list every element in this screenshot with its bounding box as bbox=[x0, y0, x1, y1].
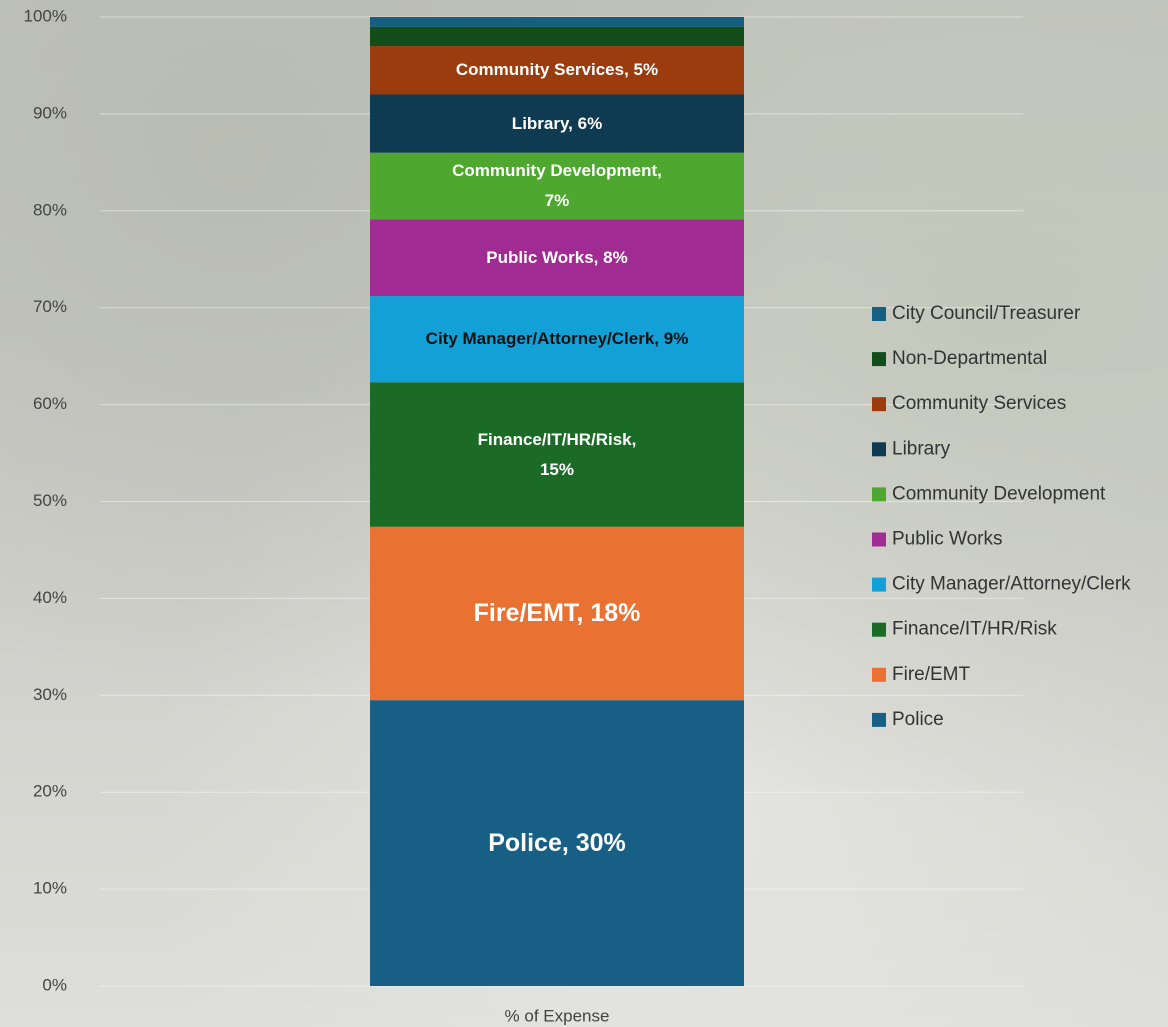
bar-segment bbox=[370, 526, 744, 701]
data-label: Finance/IT/HR/Risk, 15% bbox=[477, 429, 637, 479]
y-tick-label: 100% bbox=[24, 6, 67, 25]
bar-segment bbox=[370, 296, 744, 383]
legend-label: Non-Departmental bbox=[892, 348, 1047, 369]
y-tick-label: 20% bbox=[33, 782, 67, 801]
legend-swatch bbox=[872, 532, 886, 547]
legend-swatch bbox=[872, 307, 886, 321]
legend-label: Police bbox=[892, 709, 944, 730]
x-tick-label: % of Expense bbox=[505, 1006, 610, 1025]
legend-swatch bbox=[872, 667, 886, 682]
data-label: Library, 6% bbox=[511, 113, 603, 133]
y-tick-label: 0% bbox=[42, 975, 67, 994]
legend-label: Community Development bbox=[892, 483, 1106, 504]
legend-swatch bbox=[872, 577, 886, 592]
legend-label: Finance/IT/HR/Risk bbox=[892, 619, 1057, 640]
legend-swatch bbox=[872, 442, 886, 457]
bar-segment bbox=[370, 46, 744, 95]
bar-segment bbox=[370, 17, 744, 27]
data-label: Public Works, 8% bbox=[486, 247, 628, 267]
y-tick-label: 10% bbox=[33, 879, 67, 898]
legend-label: City Council/Treasurer bbox=[892, 303, 1081, 324]
bar-segment bbox=[370, 94, 744, 153]
legend-label: Public Works bbox=[892, 529, 1003, 550]
data-label: City Manager/Attorney/Clerk, 9% bbox=[425, 329, 689, 349]
data-label: Police, 30% bbox=[488, 829, 626, 858]
bar-segment bbox=[370, 152, 744, 220]
y-tick-label: 30% bbox=[33, 685, 67, 704]
legend-label: Library bbox=[892, 438, 951, 459]
data-label: Fire/EMT, 18% bbox=[473, 599, 641, 628]
legend-swatch bbox=[872, 712, 886, 727]
bar-segment bbox=[370, 382, 744, 527]
data-label: Community Services, 5% bbox=[455, 60, 659, 80]
y-tick-label: 70% bbox=[33, 297, 67, 316]
legend-swatch bbox=[872, 622, 886, 637]
y-tick-label: 80% bbox=[33, 200, 67, 219]
y-tick-label: 40% bbox=[33, 588, 67, 607]
y-tick-label: 90% bbox=[33, 103, 67, 122]
legend-label: Community Services bbox=[892, 393, 1066, 414]
y-tick-label: 50% bbox=[33, 491, 67, 510]
legend-label: City Manager/Attorney/Clerk bbox=[892, 574, 1131, 595]
y-tick-label: 60% bbox=[33, 394, 67, 413]
legend-label: Fire/EMT bbox=[892, 664, 971, 685]
bar-segment bbox=[370, 219, 744, 297]
legend-swatch bbox=[872, 352, 886, 367]
legend-swatch bbox=[872, 397, 886, 412]
data-label: Community Development, 7% bbox=[452, 161, 662, 211]
bar-segment bbox=[370, 26, 744, 47]
bar-segment bbox=[370, 700, 744, 986]
legend-swatch bbox=[872, 487, 886, 502]
